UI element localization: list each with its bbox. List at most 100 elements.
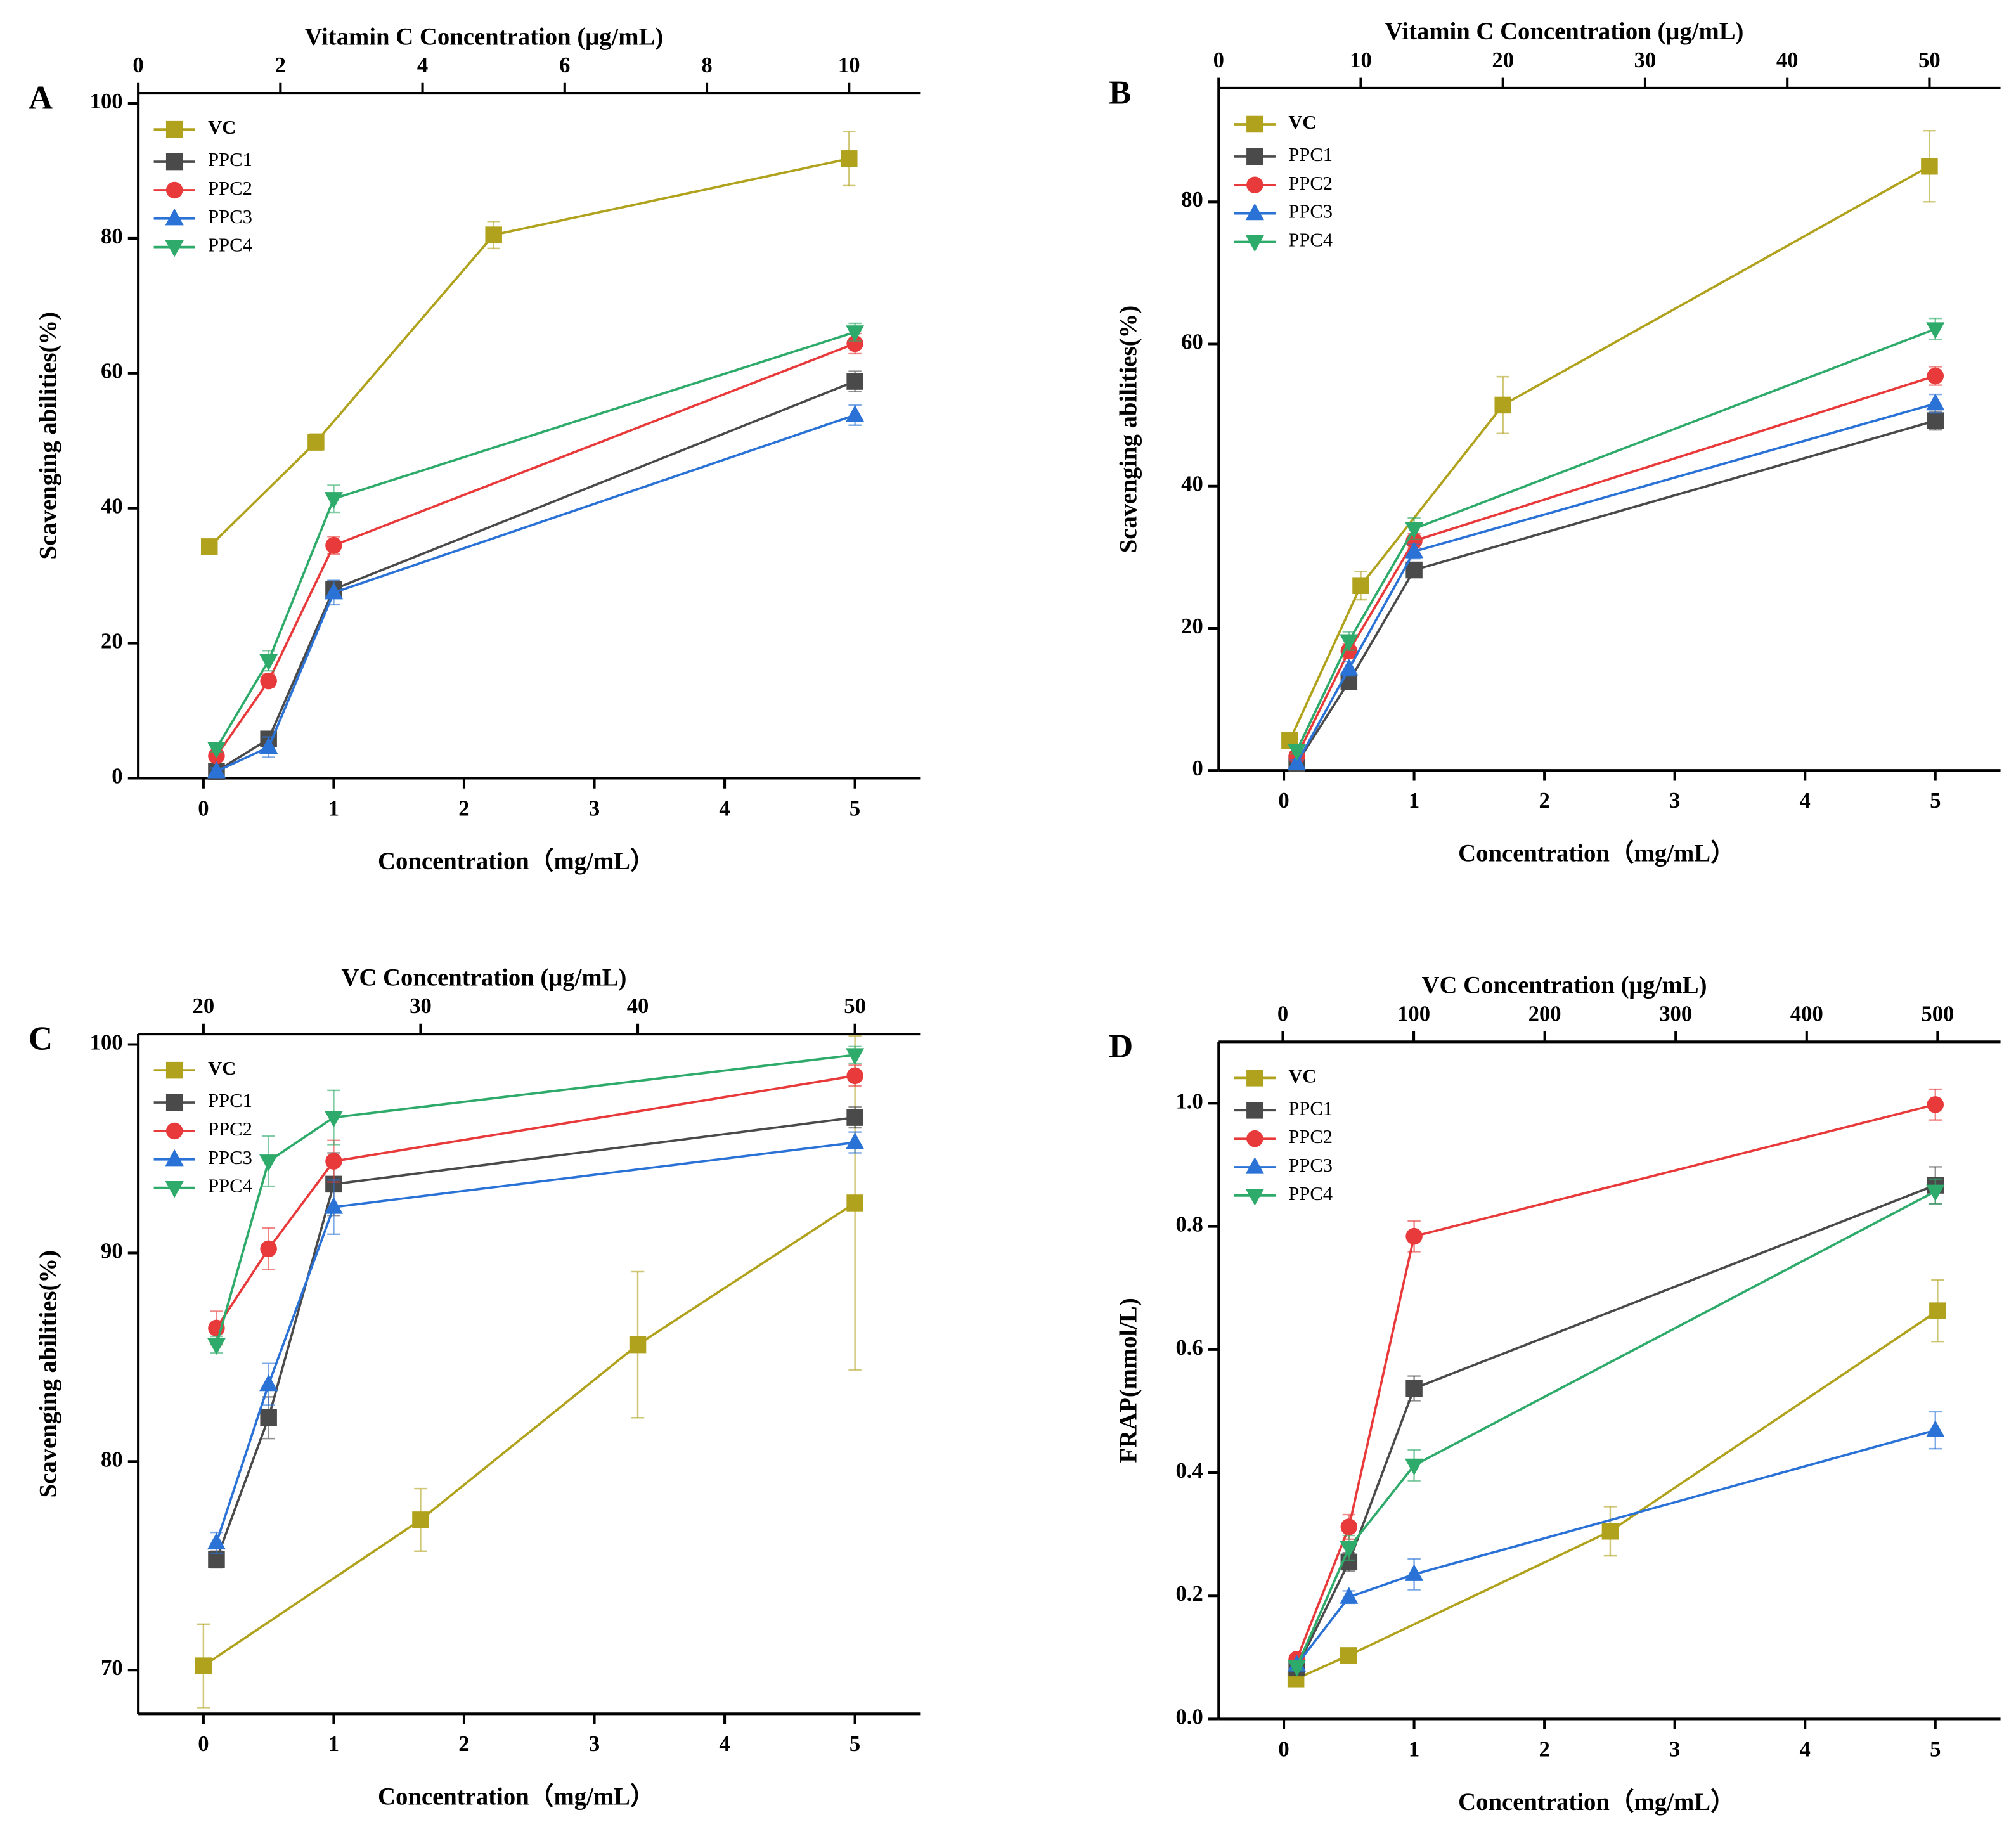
legend-label: PPC1 <box>1288 144 1333 165</box>
marker <box>1927 412 1944 429</box>
marker <box>1926 1184 1945 1202</box>
y-tick-label: 0.8 <box>1175 1213 1203 1237</box>
legend-label: PPC1 <box>208 149 252 171</box>
legend-label: VC <box>1288 112 1316 133</box>
marker <box>200 538 218 555</box>
panel-label: A <box>29 79 53 116</box>
marker <box>1405 1458 1424 1476</box>
marker <box>165 208 184 226</box>
x-tick-label: 0 <box>198 1732 209 1756</box>
y-tick-label: 20 <box>1181 614 1203 638</box>
marker <box>259 654 278 671</box>
x-tick-label: 3 <box>589 1732 600 1756</box>
y-tick-label: 60 <box>101 359 123 384</box>
y-tick-label: 20 <box>101 630 123 654</box>
x2-tick-label: 20 <box>193 994 215 1018</box>
marker <box>1246 1070 1263 1087</box>
x-tick-label: 0 <box>1278 1737 1289 1761</box>
x2-tick-label: 300 <box>1659 1002 1692 1026</box>
series-line <box>1288 165 1930 741</box>
legend-label: PPC3 <box>1288 1154 1333 1176</box>
series-line <box>215 1141 855 1544</box>
series-line <box>215 1075 855 1329</box>
marker <box>165 1061 183 1079</box>
marker <box>207 742 226 759</box>
marker <box>1929 1302 1946 1319</box>
marker <box>207 1532 226 1550</box>
x2-tick-label: 50 <box>1918 48 1941 72</box>
y-axis-title: Scavenging abilities(%) <box>1115 306 1142 553</box>
marker <box>259 737 278 754</box>
x-tick-label: 3 <box>1669 1737 1680 1761</box>
x-tick-label: 2 <box>458 796 469 820</box>
marker <box>1245 203 1264 221</box>
marker <box>1926 322 1945 339</box>
x2-tick-label: 40 <box>627 994 649 1018</box>
y-tick-label: 0.6 <box>1175 1336 1203 1360</box>
marker <box>846 1109 863 1126</box>
marker <box>1927 367 1944 385</box>
marker <box>324 1111 344 1128</box>
marker <box>846 1132 865 1149</box>
legend-label: PPC2 <box>208 1118 252 1140</box>
marker <box>260 1409 277 1426</box>
x2-tick-label: 8 <box>701 53 712 77</box>
x-axis-title: Concentration（mg/mL） <box>378 1783 655 1811</box>
y-tick-label: 0.0 <box>1175 1705 1203 1729</box>
marker <box>846 325 865 342</box>
x2-tick-label: 0 <box>1277 1002 1288 1026</box>
y-axis-title: Scavenging abilities(%) <box>34 1250 61 1497</box>
marker <box>1288 753 1307 770</box>
marker <box>325 1153 342 1170</box>
series-line <box>1295 1184 1936 1669</box>
x2-axis-title: VC Concentration (μg/mL) <box>341 964 626 991</box>
x2-tick-label: 50 <box>844 994 866 1018</box>
marker <box>259 1154 278 1172</box>
x2-tick-label: 0 <box>1213 48 1224 72</box>
y-tick-label: 80 <box>101 1447 123 1471</box>
legend-label: PPC4 <box>1288 1183 1333 1205</box>
x-tick-label: 0 <box>1278 789 1289 813</box>
marker <box>165 1149 184 1167</box>
marker <box>846 1194 863 1212</box>
x-tick-label: 1 <box>1409 789 1419 813</box>
x2-tick-label: 30 <box>410 994 432 1018</box>
y-tick-label: 1.0 <box>1175 1089 1203 1113</box>
series-line <box>216 414 856 773</box>
x2-tick-label: 10 <box>838 53 860 77</box>
x-tick-label: 4 <box>1800 789 1811 813</box>
marker <box>1340 634 1359 652</box>
marker <box>324 492 344 509</box>
x-tick-label: 1 <box>1409 1737 1419 1761</box>
marker <box>195 1657 212 1674</box>
y-tick-label: 60 <box>1181 330 1203 354</box>
y-tick-label: 0.4 <box>1175 1459 1203 1483</box>
marker <box>485 226 502 243</box>
marker <box>412 1511 429 1528</box>
panel: C 0 1 2 3 4 5 20 30 40 50 70 80 90 100 Concentration（mg… <box>29 964 921 1811</box>
y-tick-label: 0.2 <box>1175 1582 1203 1606</box>
x-tick-label: 5 <box>1930 789 1941 813</box>
legend-label: PPC3 <box>208 206 252 228</box>
legend-label: VC <box>208 1057 236 1079</box>
marker <box>846 1067 863 1085</box>
marker <box>165 181 183 199</box>
series-line <box>1295 328 1936 751</box>
x2-axis-title: Vitamin C Concentration (μg/mL) <box>305 23 664 50</box>
marker <box>1340 1647 1357 1664</box>
y-tick-label: 0 <box>112 764 122 788</box>
marker <box>846 335 863 352</box>
x2-tick-label: 2 <box>275 53 286 77</box>
marker <box>207 1338 226 1355</box>
marker <box>1288 1660 1307 1677</box>
marker <box>260 1240 277 1258</box>
panel-label: B <box>1109 74 1131 111</box>
marker <box>1245 1189 1264 1206</box>
x2-tick-label: 20 <box>1492 48 1514 72</box>
x-tick-label: 5 <box>850 1732 860 1756</box>
series-line <box>215 1116 855 1560</box>
legend-label: VC <box>208 117 236 138</box>
panel: D 0 1 2 3 4 5 0 100 200 300 400 500 0.0 0.2 0.4 0.6 0.8 1.… <box>1109 972 2001 1816</box>
y-axis-title: FRAP(mmol/L) <box>1115 1298 1142 1463</box>
